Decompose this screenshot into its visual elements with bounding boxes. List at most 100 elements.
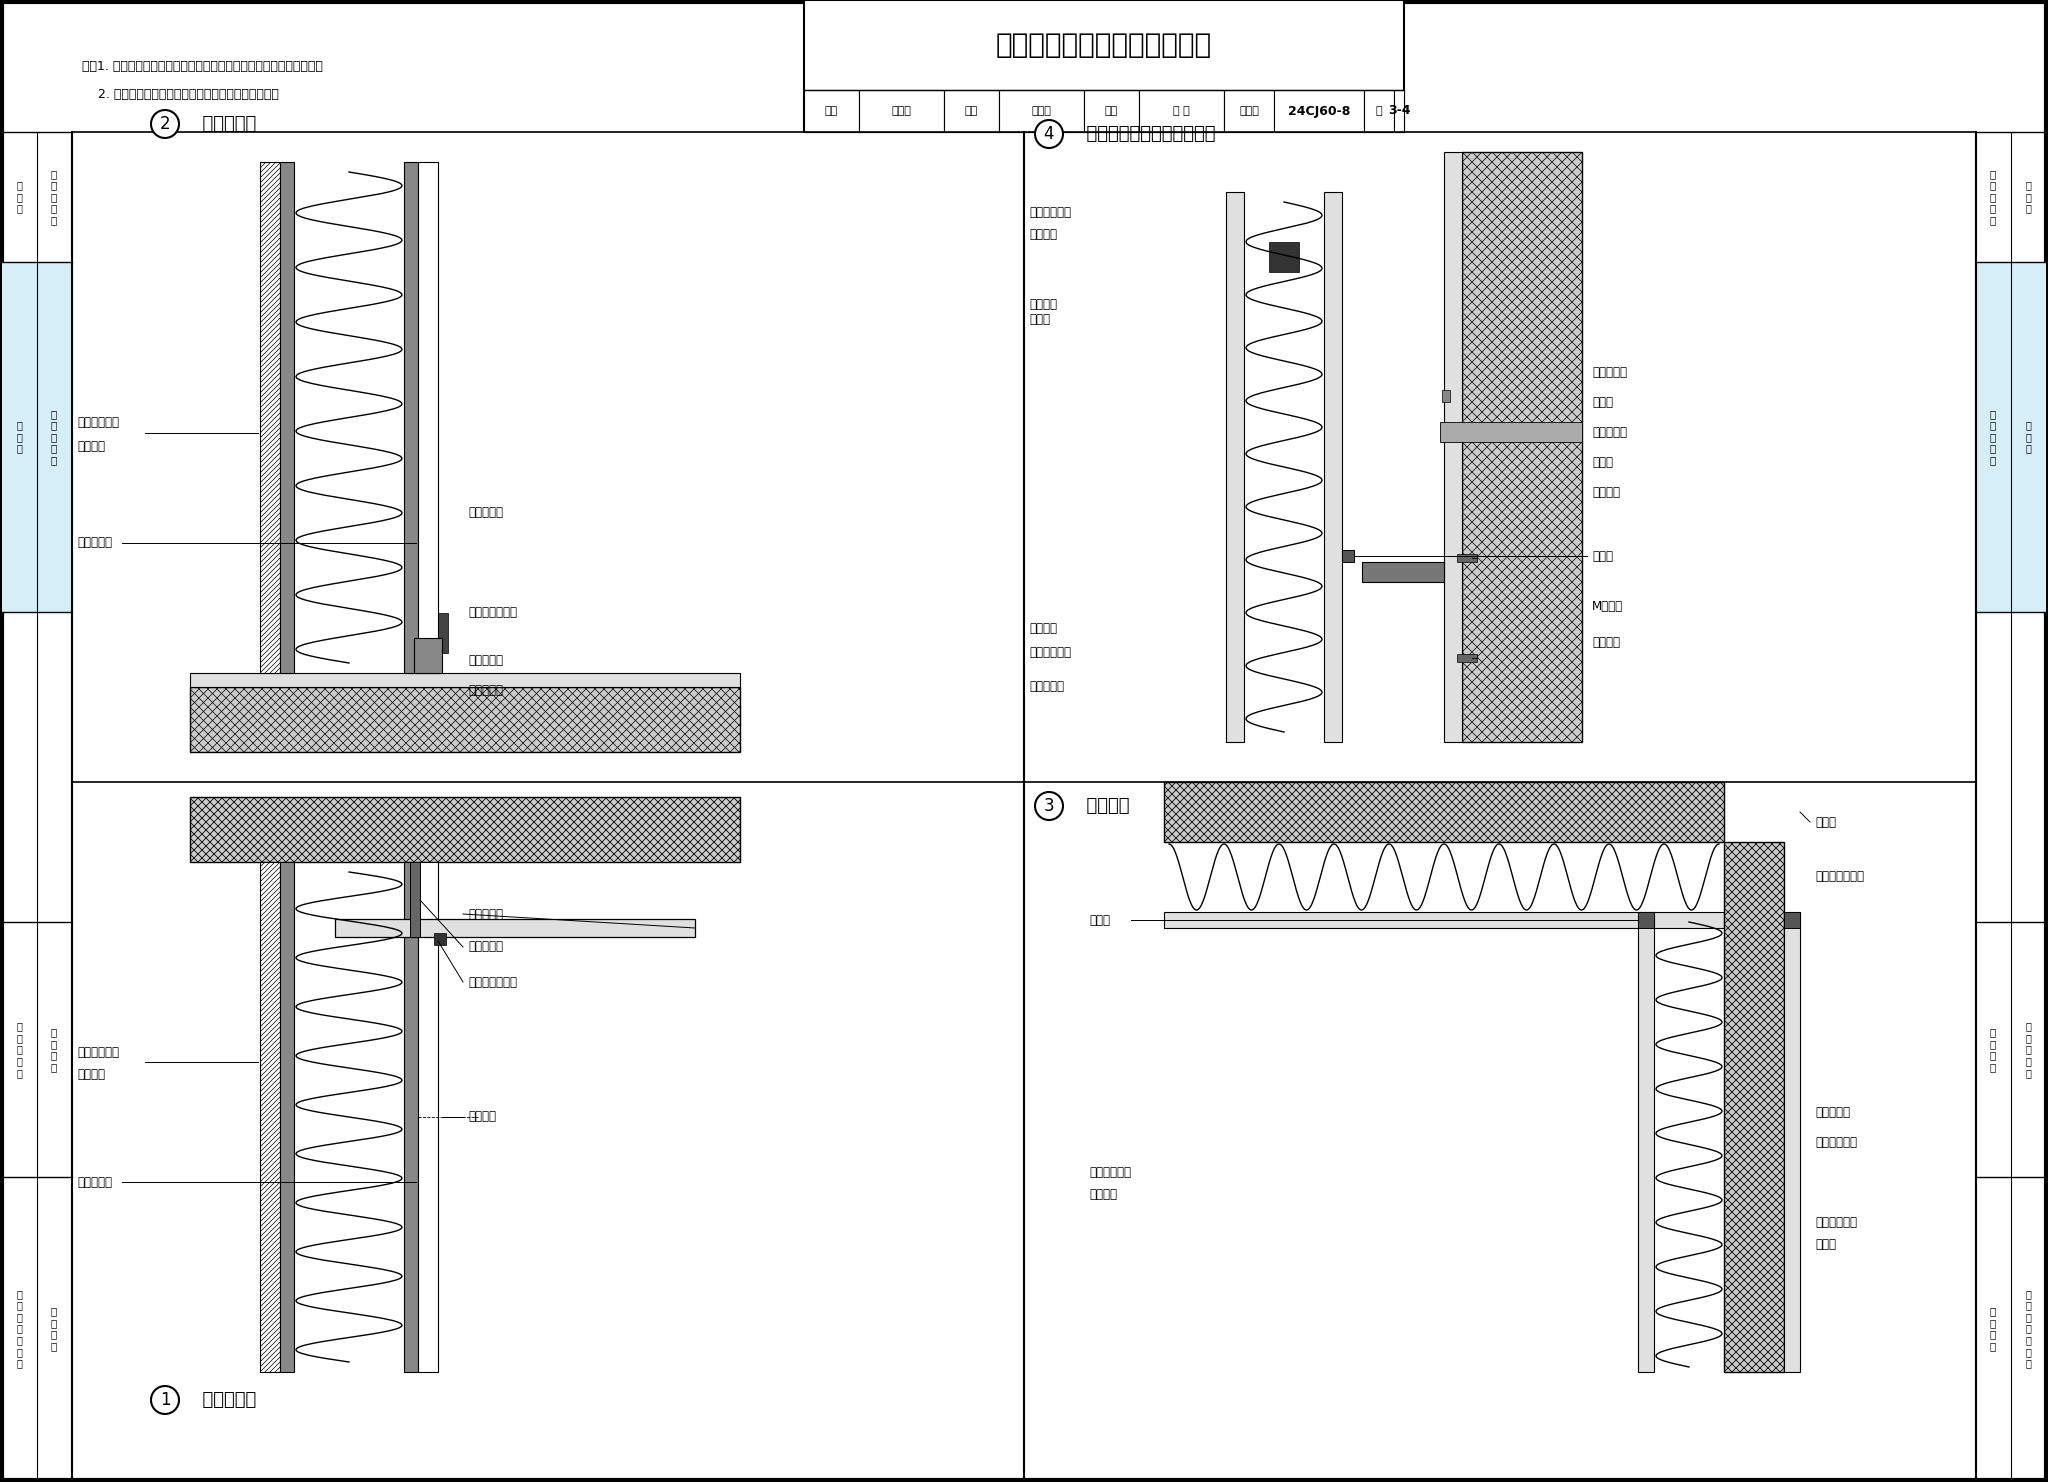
Bar bbox=[1083, 90, 1139, 132]
Text: 金属踢脚线: 金属踢脚线 bbox=[469, 654, 504, 667]
Text: 幕
墙
系
统: 幕 墙 系 统 bbox=[1991, 1027, 1997, 1071]
Text: 金属装饰线条: 金属装饰线条 bbox=[1815, 1135, 1858, 1149]
Text: 镀锌板: 镀锌板 bbox=[1591, 455, 1614, 468]
Bar bbox=[190, 797, 739, 863]
Text: 环氧树脂结构胶: 环氧树脂结构胶 bbox=[1815, 870, 1864, 883]
Text: 内墙装饰板: 内墙装饰板 bbox=[78, 536, 113, 550]
Text: 隔墙面板: 隔墙面板 bbox=[1090, 1187, 1116, 1200]
Text: 内
墙
面
系
统: 内 墙 面 系 统 bbox=[51, 409, 57, 465]
Bar bbox=[260, 162, 281, 673]
Bar bbox=[1444, 153, 1462, 742]
Bar bbox=[1784, 911, 1800, 928]
Text: 外
墙
系
统: 外 墙 系 统 bbox=[1991, 1306, 1997, 1352]
Bar bbox=[260, 863, 281, 1372]
Text: 装
配
式: 装 配 式 bbox=[2025, 421, 2032, 453]
Bar bbox=[805, 0, 1405, 132]
Text: 墙面板: 墙面板 bbox=[1815, 1237, 1835, 1251]
Text: 墙面与吊顶: 墙面与吊顶 bbox=[190, 1392, 256, 1409]
Text: 阴角条: 阴角条 bbox=[1591, 550, 1614, 563]
Bar bbox=[999, 90, 1083, 132]
Bar bbox=[410, 863, 420, 937]
Text: 校对: 校对 bbox=[965, 107, 977, 116]
Text: 郑 晒: 郑 晒 bbox=[1174, 107, 1190, 116]
Text: 阳角条: 阳角条 bbox=[1815, 815, 1835, 828]
Bar bbox=[1274, 90, 1364, 132]
Text: 内墙装饰板: 内墙装饰板 bbox=[1028, 680, 1065, 694]
Text: 2. 当用于有水房间时，隔墙下部应设置混凝土墙岗。: 2. 当用于有水房间时，隔墙下部应设置混凝土墙岗。 bbox=[82, 87, 279, 101]
Text: 外
墙
系
统: 外 墙 系 统 bbox=[51, 1306, 57, 1352]
Text: 节
能
装
饰
一
体
板: 节 能 装 饰 一 体 板 bbox=[2025, 1289, 2032, 1368]
Text: 节
能
装
饰
一
体
板: 节 能 装 饰 一 体 板 bbox=[16, 1289, 23, 1368]
Text: 内墙装饰板: 内墙装饰板 bbox=[1815, 1106, 1849, 1119]
Text: 隔墙面板: 隔墙面板 bbox=[78, 440, 104, 452]
Text: 原有实体墙: 原有实体墙 bbox=[1591, 366, 1626, 378]
Text: 内墙装饰板: 内墙装饰板 bbox=[78, 1175, 113, 1189]
Text: 转角墙面（与实体墙连接）: 转角墙面（与实体墙连接） bbox=[1073, 124, 1217, 142]
Text: 幕
墙
系
统: 幕 墙 系 统 bbox=[51, 1027, 57, 1071]
Circle shape bbox=[1034, 120, 1063, 148]
Text: 原有轻钢龙骨: 原有轻钢龙骨 bbox=[78, 416, 119, 430]
Text: 内墙装饰板: 内墙装饰板 bbox=[469, 507, 504, 520]
Text: 无
机
装
饰
板: 无 机 装 饰 板 bbox=[2025, 1021, 2032, 1077]
Text: 内墙装饰板: 内墙装饰板 bbox=[1591, 425, 1626, 439]
Bar bbox=[1724, 842, 1784, 1372]
Bar bbox=[805, 90, 858, 132]
Text: 3-4: 3-4 bbox=[1389, 105, 1411, 117]
Text: 图集号: 图集号 bbox=[1239, 107, 1260, 116]
Bar bbox=[190, 797, 739, 863]
Bar bbox=[1440, 422, 1581, 442]
Text: 王仲辉: 王仲辉 bbox=[891, 107, 911, 116]
Bar bbox=[1163, 782, 1724, 842]
Text: 楼
地
面
系
统: 楼 地 面 系 统 bbox=[1991, 169, 1997, 225]
Bar bbox=[1364, 90, 1395, 132]
Bar bbox=[944, 90, 999, 132]
Bar bbox=[1395, 90, 1405, 132]
Text: 隔墙面板: 隔墙面板 bbox=[1028, 622, 1057, 636]
Text: 原有轻钢龙骨: 原有轻钢龙骨 bbox=[78, 1045, 119, 1058]
Text: 页: 页 bbox=[1376, 107, 1382, 116]
Circle shape bbox=[152, 110, 178, 138]
Bar bbox=[1638, 911, 1655, 928]
Text: 隔墙面板: 隔墙面板 bbox=[1028, 228, 1057, 242]
Text: 24CJ60-8: 24CJ60-8 bbox=[1288, 105, 1350, 117]
Text: 4: 4 bbox=[1044, 124, 1055, 142]
Bar bbox=[1976, 262, 2046, 612]
Bar bbox=[336, 919, 694, 937]
Text: 原有轻钢龙骨: 原有轻钢龙骨 bbox=[1028, 646, 1071, 658]
Bar bbox=[434, 934, 446, 946]
Bar bbox=[1638, 911, 1655, 1372]
Text: 装
配
式: 装 配 式 bbox=[16, 181, 23, 213]
Text: 3: 3 bbox=[1044, 797, 1055, 815]
Text: 转角墙面: 转角墙面 bbox=[1073, 797, 1130, 815]
Bar bbox=[1163, 782, 1724, 842]
Text: 吊顶完成面: 吊顶完成面 bbox=[469, 907, 504, 920]
Bar bbox=[190, 688, 739, 751]
Bar bbox=[1456, 554, 1477, 562]
Text: 隔墙面板: 隔墙面板 bbox=[78, 1069, 104, 1082]
Bar bbox=[418, 863, 438, 1372]
Bar bbox=[1724, 842, 1784, 1372]
Bar bbox=[1442, 390, 1450, 402]
Text: 原有轻钢龙骨: 原有轻钢龙骨 bbox=[1028, 206, 1071, 218]
Text: 装
配
式: 装 配 式 bbox=[2025, 181, 2032, 213]
Bar bbox=[190, 688, 739, 751]
Text: M型龙骨: M型龙骨 bbox=[1591, 600, 1624, 614]
Bar bbox=[281, 863, 295, 1372]
Bar bbox=[1270, 242, 1298, 273]
Text: 内墙面构造（轻钢龙骨隔墙）: 内墙面构造（轻钢龙骨隔墙） bbox=[995, 31, 1212, 59]
Text: 金属收边条: 金属收边条 bbox=[469, 941, 504, 953]
Text: 阴角条: 阴角条 bbox=[1090, 913, 1110, 926]
Text: 环氧树脂
结构胶: 环氧树脂 结构胶 bbox=[1028, 298, 1057, 326]
Bar bbox=[1456, 654, 1477, 662]
Bar bbox=[260, 162, 281, 673]
Bar bbox=[1724, 842, 1784, 1372]
Bar bbox=[281, 162, 295, 673]
Text: 调平螺丝: 调平螺丝 bbox=[1591, 636, 1620, 649]
Bar bbox=[1163, 911, 1724, 928]
Text: 审核: 审核 bbox=[825, 107, 838, 116]
Bar bbox=[1225, 90, 1274, 132]
Bar bbox=[1323, 193, 1341, 742]
Circle shape bbox=[1034, 791, 1063, 820]
Bar bbox=[418, 162, 438, 673]
Text: 墙面与地面: 墙面与地面 bbox=[190, 116, 256, 133]
